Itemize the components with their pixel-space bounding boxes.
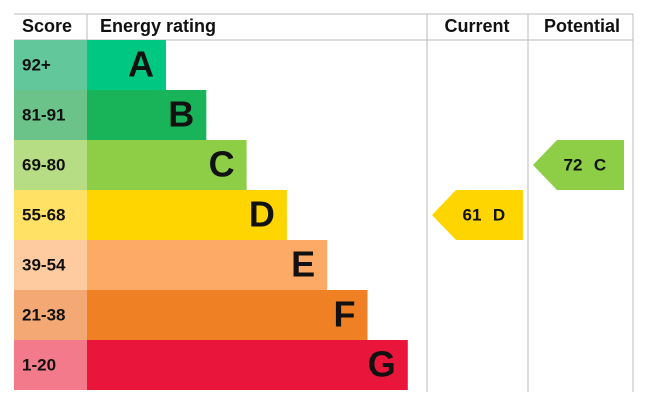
rating-bar <box>87 290 368 340</box>
score-cell <box>14 240 87 290</box>
current-arrow <box>432 190 523 240</box>
rating-letter: G <box>368 344 396 385</box>
score-label: 1-20 <box>22 355 56 374</box>
score-cell <box>14 140 87 190</box>
potential-value: 72 <box>564 155 583 174</box>
score-label: 55-68 <box>22 205 65 224</box>
rating-letter: C <box>209 144 235 185</box>
rating-letter: B <box>168 94 194 135</box>
potential-letter: C <box>594 155 606 174</box>
header-current: Current <box>444 16 509 36</box>
score-cell <box>14 40 87 90</box>
rating-bar <box>87 40 166 90</box>
rating-bar <box>87 340 408 390</box>
header-rating: Energy rating <box>100 16 216 36</box>
current-letter: D <box>493 205 505 224</box>
header-score: Score <box>22 16 72 36</box>
rating-letter: F <box>334 294 356 335</box>
rating-letter: E <box>291 244 315 285</box>
score-label: 21-38 <box>22 305 65 324</box>
score-cell <box>14 340 87 390</box>
score-cell <box>14 90 87 140</box>
potential-arrow <box>533 140 624 190</box>
current-value: 61 <box>463 205 482 224</box>
rating-bar <box>87 240 328 290</box>
rating-bar <box>87 190 287 240</box>
rating-letter: A <box>128 44 154 85</box>
score-cell <box>14 190 87 240</box>
score-label: 69-80 <box>22 155 65 174</box>
rating-bar <box>87 140 247 190</box>
score-label: 92+ <box>22 55 51 74</box>
score-label: 81-91 <box>22 105 65 124</box>
header-potential: Potential <box>544 16 620 36</box>
score-cell <box>14 290 87 340</box>
rating-letter: D <box>249 194 275 235</box>
rating-bar <box>87 90 207 140</box>
score-label: 39-54 <box>22 255 66 274</box>
